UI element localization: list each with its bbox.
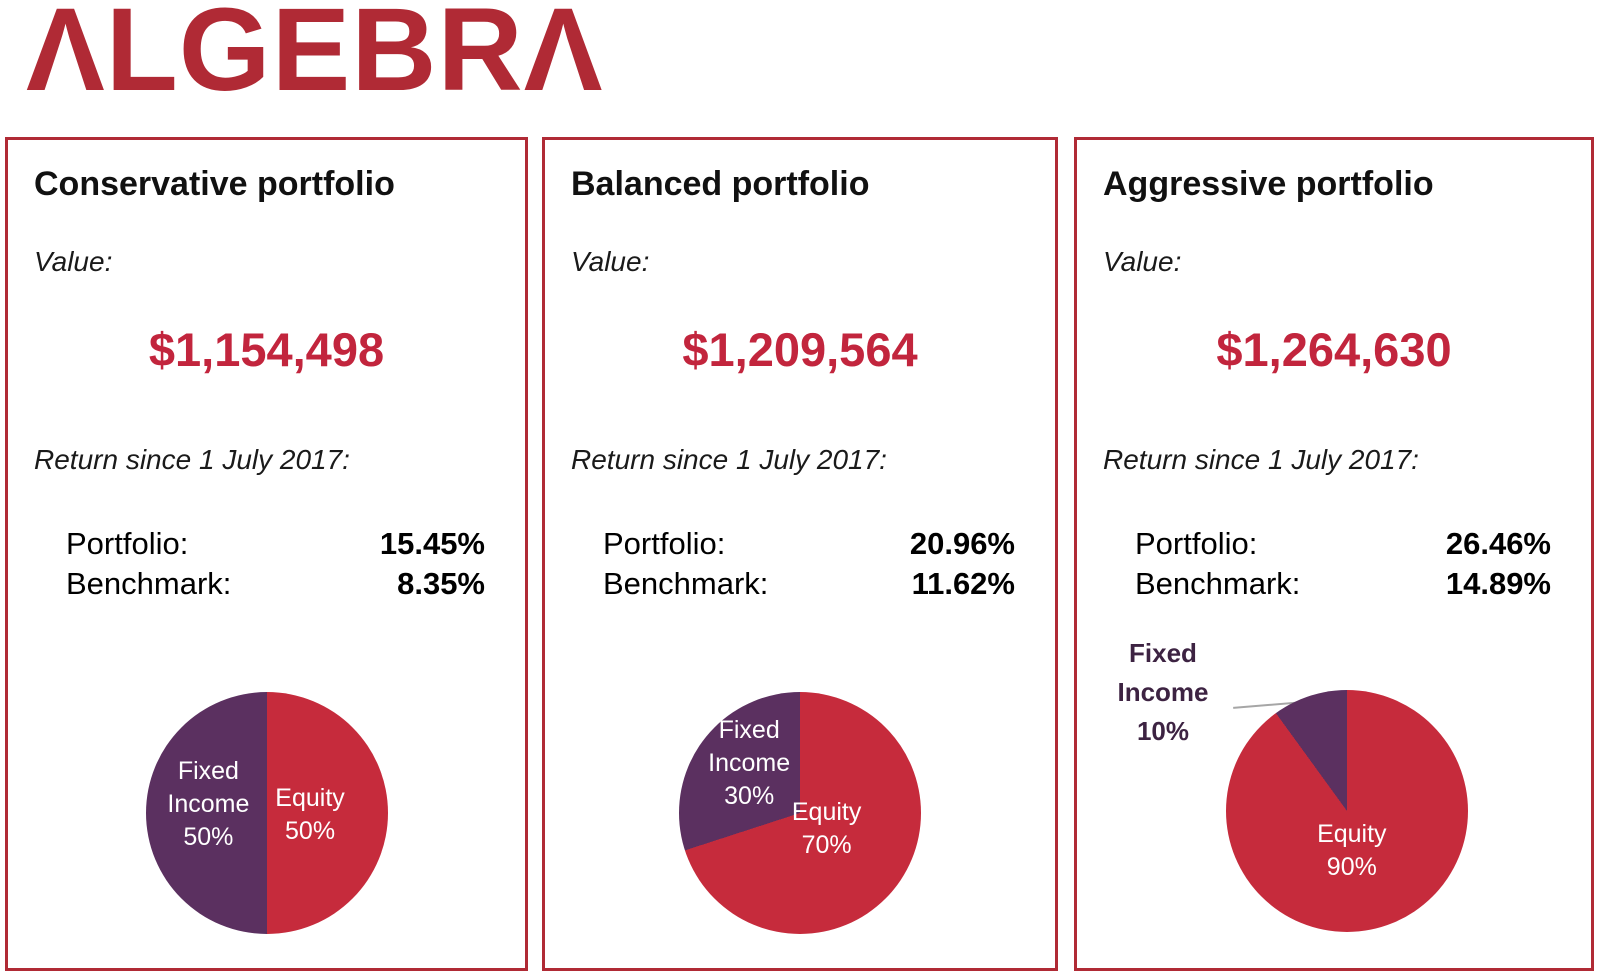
conservative-portfolio-card: Conservative portfolio Value: $1,154,498… xyxy=(5,137,528,971)
aggressive-portfolio-card: Aggressive portfolio Value: $1,264,630 R… xyxy=(1074,137,1594,971)
equity-slice-label: Equity 90% xyxy=(1301,818,1403,884)
slice-label-line: Equity xyxy=(275,783,345,812)
slice-label-line: 50% xyxy=(183,822,234,851)
portfolio-return-row: Portfolio: 26.46% xyxy=(1135,524,1551,563)
allocation-chart-area: Fixed Income 10% Equity 90% xyxy=(1077,632,1591,932)
portfolio-return-label: Portfolio: xyxy=(66,526,189,562)
allocation-pie-chart: Fixed Income 30% Equity 70% xyxy=(679,692,921,934)
benchmark-return-label: Benchmark: xyxy=(603,565,769,601)
returns-table: Portfolio: 20.96% Benchmark: 11.62% xyxy=(603,524,1015,603)
benchmark-return-value: 14.89% xyxy=(1445,565,1551,601)
allocation-pie-chart: Fixed Income 50% Equity 50% xyxy=(145,692,388,934)
portfolio-value: $1,264,630 xyxy=(1216,323,1452,377)
fixed-income-slice-label: Fixed Income 30% xyxy=(694,714,805,813)
algebra-logo: ΛLGEBRΛ xyxy=(26,0,604,116)
returns-table: Portfolio: 15.45% Benchmark: 8.35% xyxy=(66,524,485,603)
card-title: Aggressive portfolio xyxy=(1103,165,1434,203)
portfolio-return-value: 15.45% xyxy=(379,526,485,562)
slice-label-line: 70% xyxy=(801,831,852,860)
fixed-income-slice-label: Fixed Income 50% xyxy=(155,755,261,854)
slice-label-line: Fixed xyxy=(718,715,780,744)
allocation-pie-chart: Equity 90% xyxy=(1226,690,1468,932)
card-title: Balanced portfolio xyxy=(571,165,870,203)
slice-label-line: Equity xyxy=(791,798,862,827)
fixed-income-callout-label: Fixed Income 10% xyxy=(1087,634,1239,751)
benchmark-return-value: 8.35% xyxy=(397,565,485,601)
slice-label-line: Equity xyxy=(1317,820,1387,849)
benchmark-return-row: Benchmark: 8.35% xyxy=(66,564,485,603)
portfolio-value: $1,209,564 xyxy=(682,323,918,377)
benchmark-return-label: Benchmark: xyxy=(66,565,232,601)
equity-slice-label: Equity 70% xyxy=(773,796,879,862)
slice-label-line: 50% xyxy=(285,816,336,845)
callout-label-line: Fixed xyxy=(1129,638,1197,668)
value-label: Value: xyxy=(571,245,650,277)
portfolio-return-row: Portfolio: 20.96% xyxy=(603,524,1015,563)
slice-label-line: Income xyxy=(167,789,250,818)
slice-label-line: 90% xyxy=(1326,853,1377,882)
slice-label-line: Income xyxy=(708,748,791,777)
returns-table: Portfolio: 26.46% Benchmark: 14.89% xyxy=(1135,524,1551,603)
benchmark-return-row: Benchmark: 11.62% xyxy=(603,564,1015,603)
portfolio-value: $1,154,498 xyxy=(148,323,385,377)
portfolio-return-label: Portfolio: xyxy=(1135,526,1258,562)
slice-label-line: 30% xyxy=(724,781,775,810)
portfolio-return-label: Portfolio: xyxy=(603,526,726,562)
callout-label-line: 10% xyxy=(1136,716,1190,746)
benchmark-return-row: Benchmark: 14.89% xyxy=(1135,564,1551,603)
return-since-label: Return since 1 July 2017: xyxy=(571,443,887,475)
callout-label-line: Income xyxy=(1117,677,1209,707)
value-label: Value: xyxy=(34,245,113,277)
equity-slice-label: Equity 50% xyxy=(259,782,361,848)
slice-label-line: Fixed xyxy=(177,756,239,785)
return-since-label: Return since 1 July 2017: xyxy=(34,443,350,475)
card-title: Conservative portfolio xyxy=(34,165,395,203)
benchmark-return-value: 11.62% xyxy=(911,565,1015,601)
allocation-chart-area: Fixed Income 30% Equity 70% xyxy=(545,672,1055,934)
portfolio-return-row: Portfolio: 15.45% xyxy=(66,524,485,563)
return-since-label: Return since 1 July 2017: xyxy=(1103,443,1419,475)
value-label: Value: xyxy=(1103,245,1182,277)
balanced-portfolio-card: Balanced portfolio Value: $1,209,564 Ret… xyxy=(542,137,1058,971)
portfolio-return-value: 20.96% xyxy=(909,526,1015,562)
benchmark-return-label: Benchmark: xyxy=(1135,565,1301,601)
allocation-chart-area: Fixed Income 50% Equity 50% xyxy=(8,672,525,934)
portfolio-return-value: 26.46% xyxy=(1445,526,1551,562)
